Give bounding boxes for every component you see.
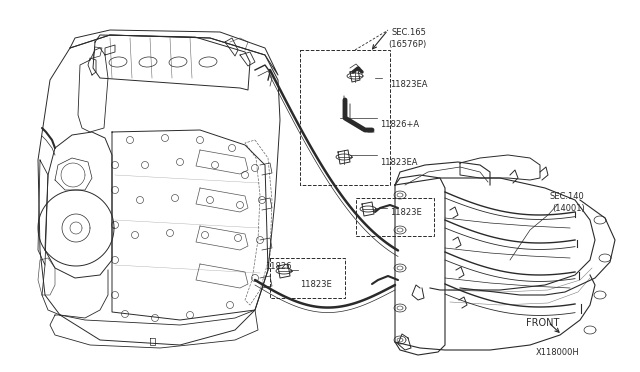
Text: (14001): (14001) (552, 204, 585, 213)
Text: 11823EA: 11823EA (380, 158, 417, 167)
Text: X118000H: X118000H (536, 348, 580, 357)
Text: 11826: 11826 (265, 262, 291, 271)
Text: SEC.140: SEC.140 (550, 192, 585, 201)
Text: 11823E: 11823E (390, 208, 422, 217)
Bar (356, 198, 434, 236)
Bar (300, 50, 390, 185)
Text: (16576P): (16576P) (388, 40, 426, 49)
Text: 11823EA: 11823EA (390, 80, 428, 89)
Text: SEC.165: SEC.165 (392, 28, 427, 37)
Text: 11823E: 11823E (300, 280, 332, 289)
Text: FRONT: FRONT (526, 318, 559, 328)
Bar (270, 258, 345, 298)
Text: 11826+A: 11826+A (380, 120, 419, 129)
